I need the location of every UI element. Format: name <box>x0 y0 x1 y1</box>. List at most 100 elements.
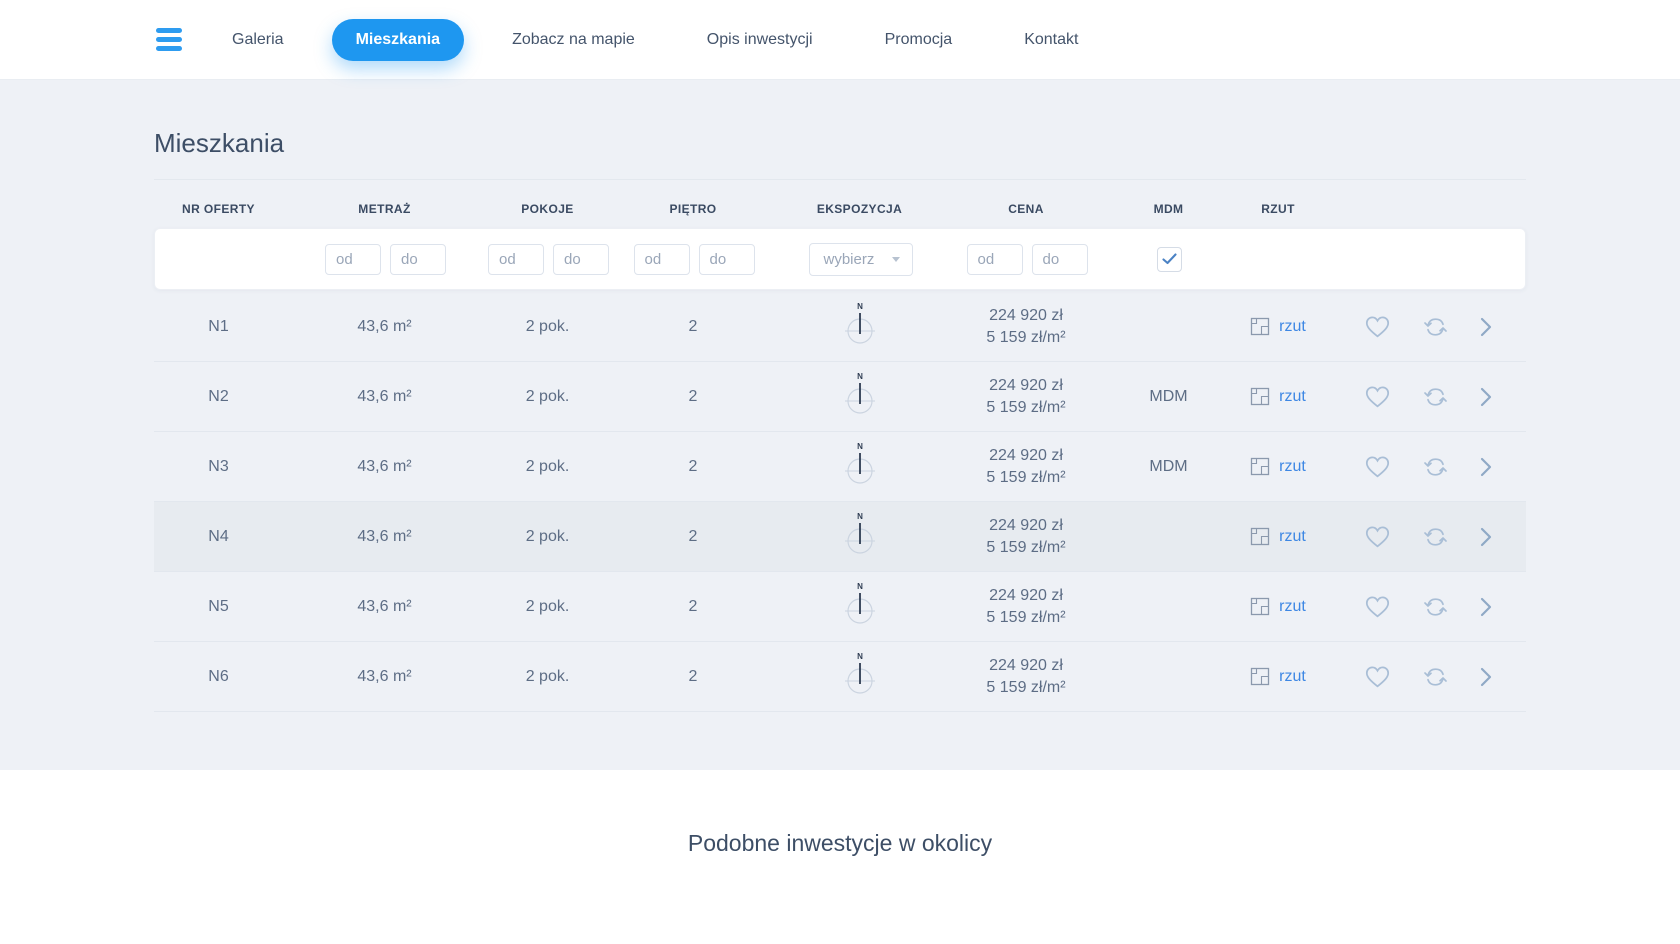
table-row[interactable]: N2 43,6 m² 2 pok. 2 N 224 920 zł 5 159 z… <box>154 362 1526 432</box>
chevron-right-icon[interactable] <box>1480 667 1492 687</box>
nav-item-opis-inwestycji[interactable]: Opis inwestycji <box>706 30 813 48</box>
cena-do-input[interactable] <box>1031 243 1088 275</box>
header-nr-oferty: NR OFERTY <box>182 202 255 216</box>
chevron-right-icon[interactable] <box>1480 457 1492 477</box>
price-per-m2: 5 159 zł/m² <box>986 468 1066 486</box>
compass-north-icon: N <box>844 302 875 344</box>
chevron-right-icon[interactable] <box>1480 317 1492 337</box>
compare-swap-icon[interactable] <box>1421 525 1450 549</box>
compare-swap-icon[interactable] <box>1421 455 1450 479</box>
price-per-m2: 5 159 zł/m² <box>986 678 1066 696</box>
similar-investments-section: Podobne inwestycje w okolicy <box>0 770 1680 944</box>
table-row[interactable]: N3 43,6 m² 2 pok. 2 N 224 920 zł 5 159 z… <box>154 432 1526 502</box>
offer-number: N6 <box>208 667 229 685</box>
area-value: 43,6 m² <box>357 597 412 615</box>
top-nav: Galeria Mieszkania Zobacz na mapie Opis inw… <box>0 0 1680 80</box>
favorite-heart-icon[interactable] <box>1364 595 1391 619</box>
chevron-right-icon[interactable] <box>1480 387 1492 407</box>
offer-number: N1 <box>208 317 229 335</box>
rzut-link-label: rzut <box>1279 527 1306 545</box>
filter-row: wybierz <box>154 228 1526 290</box>
offer-number: N2 <box>208 387 229 405</box>
compare-swap-icon[interactable] <box>1421 665 1450 689</box>
area-value: 43,6 m² <box>357 387 412 405</box>
table-row[interactable]: N5 43,6 m² 2 pok. 2 N 224 920 zł 5 159 z… <box>154 572 1526 642</box>
exposure-cell: N <box>777 580 942 633</box>
floor-value: 2 <box>688 317 698 335</box>
nav-item-mieszkania[interactable]: Mieszkania <box>331 18 465 61</box>
metraz-od-input[interactable] <box>325 243 381 275</box>
pietro-od-input[interactable] <box>633 243 690 275</box>
nav-item-promocja[interactable]: Promocja <box>884 30 953 48</box>
rzut-link[interactable]: rzut <box>1250 597 1306 616</box>
table-row[interactable]: N6 43,6 m² 2 pok. 2 N 224 920 zł 5 159 z… <box>154 642 1526 712</box>
price-total: 224 920 zł <box>989 516 1063 534</box>
price-total: 224 920 zł <box>989 446 1063 464</box>
rzut-link-label: rzut <box>1279 387 1306 405</box>
offer-number: N5 <box>208 597 229 615</box>
rzut-link[interactable]: rzut <box>1250 667 1306 686</box>
table-row[interactable]: N4 43,6 m² 2 pok. 2 N 224 920 zł 5 159 z… <box>154 502 1526 572</box>
apartments-section: Mieszkania NR OFERTY METRAŻ POKOJE PIĘTR… <box>0 80 1680 770</box>
chevron-right-icon[interactable] <box>1480 527 1492 547</box>
offer-number: N4 <box>208 527 229 545</box>
favorite-heart-icon[interactable] <box>1364 385 1391 409</box>
favorite-heart-icon[interactable] <box>1364 525 1391 549</box>
compare-swap-icon[interactable] <box>1421 385 1450 409</box>
header-cena: CENA <box>1008 202 1044 216</box>
price-cell: 224 920 zł 5 159 zł/m² <box>942 655 1110 699</box>
area-value: 43,6 m² <box>357 317 412 335</box>
price-total: 224 920 zł <box>989 376 1063 394</box>
compass-north-icon: N <box>844 652 875 694</box>
pokoje-do-input[interactable] <box>553 243 609 275</box>
compare-swap-icon[interactable] <box>1421 315 1450 339</box>
floorplan-icon <box>1251 667 1270 686</box>
price-cell: 224 920 zł 5 159 zł/m² <box>942 305 1110 349</box>
floorplan-icon <box>1251 317 1270 336</box>
caret-down-icon <box>891 256 900 262</box>
nav-item-kontakt[interactable]: Kontakt <box>1024 30 1079 48</box>
rzut-link[interactable]: rzut <box>1250 527 1306 546</box>
favorite-heart-icon[interactable] <box>1364 665 1391 689</box>
floorplan-icon <box>1251 387 1270 406</box>
pietro-do-input[interactable] <box>698 243 755 275</box>
cena-od-input[interactable] <box>966 243 1023 275</box>
header-pietro: PIĘTRO <box>669 202 717 216</box>
mdm-checkbox[interactable] <box>1157 246 1182 272</box>
favorite-heart-icon[interactable] <box>1364 455 1391 479</box>
rooms-value: 2 pok. <box>525 387 570 405</box>
nav-item-galeria[interactable]: Galeria <box>232 30 284 48</box>
floor-value: 2 <box>688 667 698 685</box>
chevron-right-icon[interactable] <box>1480 597 1492 617</box>
nav-item-zobacz-na-mapie[interactable]: Zobacz na mapie <box>512 30 635 48</box>
metraz-do-input[interactable] <box>390 243 446 275</box>
price-per-m2: 5 159 zł/m² <box>986 398 1066 416</box>
rooms-value: 2 pok. <box>525 457 570 475</box>
nav-menu: Galeria Mieszkania Zobacz na mapie Opis inw… <box>232 18 1079 61</box>
price-cell: 224 920 zł 5 159 zł/m² <box>942 375 1110 419</box>
svg-text:N: N <box>857 512 863 521</box>
checkmark-icon <box>1162 253 1177 265</box>
area-value: 43,6 m² <box>357 527 412 545</box>
rzut-link[interactable]: rzut <box>1250 457 1306 476</box>
floorplan-icon <box>1251 597 1270 616</box>
svg-text:N: N <box>857 652 863 661</box>
favorite-heart-icon[interactable] <box>1364 315 1391 339</box>
similar-investments-title: Podobne inwestycje w okolicy <box>687 830 993 856</box>
title-divider <box>154 179 1526 180</box>
svg-text:N: N <box>857 442 863 451</box>
exposure-cell: N <box>777 440 942 493</box>
rzut-link-label: rzut <box>1279 667 1306 685</box>
rzut-link[interactable]: rzut <box>1250 387 1306 406</box>
table-row[interactable]: N1 43,6 m² 2 pok. 2 N 224 920 zł 5 159 z… <box>154 292 1526 362</box>
floor-value: 2 <box>688 597 698 615</box>
compass-north-icon: N <box>844 512 875 554</box>
area-value: 43,6 m² <box>357 457 412 475</box>
hamburger-menu-icon[interactable] <box>156 28 182 51</box>
ekspozycja-select[interactable]: wybierz <box>808 242 913 276</box>
rzut-link[interactable]: rzut <box>1250 317 1306 336</box>
floor-value: 2 <box>688 387 698 405</box>
header-mdm: MDM <box>1153 202 1184 216</box>
compare-swap-icon[interactable] <box>1421 595 1450 619</box>
pokoje-od-input[interactable] <box>488 243 544 275</box>
